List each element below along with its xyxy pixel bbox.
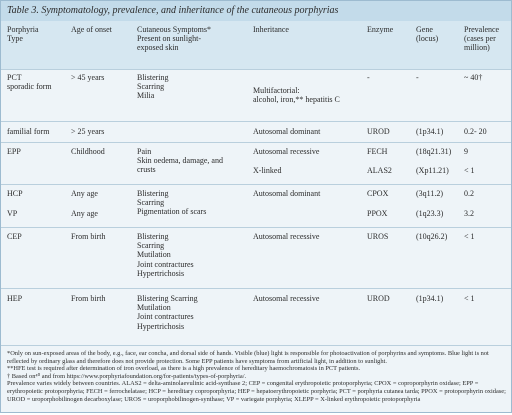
table-cell: - [367, 73, 370, 82]
table-cell: Hypertrichosis [137, 268, 185, 278]
table-cell: (18q21.31) [416, 147, 452, 156]
table-cell: UROD [367, 294, 390, 303]
column-header: Inheritance [253, 25, 289, 34]
table-cell: CEP [7, 232, 22, 241]
column-header: Porphyria [7, 25, 39, 34]
table-cell: Pain [137, 147, 152, 156]
table-cell: From birth [71, 232, 106, 241]
table-cell: (Xp11.21) [416, 166, 449, 175]
row-separator [1, 288, 511, 289]
table-cell: CPOX [367, 189, 389, 198]
table-cell: From birth [71, 294, 106, 303]
table-cell: > 25 years [71, 127, 105, 136]
table-cell: Scarring [137, 82, 165, 92]
table-cell: Pigmentation of scars [137, 207, 207, 217]
table-cell: Childhood [71, 147, 105, 156]
table-cell: Any age [71, 209, 98, 218]
footnotes: *Only on sun-exposed areas of the body, … [7, 350, 507, 403]
table-cell: HCP [7, 189, 23, 198]
row-separator [1, 121, 511, 122]
table-cell: sporadic form [7, 82, 52, 92]
row-separator [1, 227, 511, 228]
table-cell: Mutilation [137, 303, 171, 313]
table-cell: UROD [367, 127, 390, 136]
table-cell: 0.2- 20 [464, 127, 487, 136]
column-header: exposed skin [137, 43, 179, 52]
table-cell: Blistering [137, 189, 169, 198]
table-cell: (3q11.2) [416, 189, 444, 198]
column-header: Type [7, 34, 23, 43]
table-cell: Joint contractures [137, 312, 194, 322]
table-cell: Autosomal dominant [253, 127, 321, 136]
column-header: (locus) [416, 34, 439, 43]
table-cell: Autosomal recessive [253, 147, 320, 156]
table-cell: Hypertrichosis [137, 321, 185, 331]
table-cell: - [416, 73, 419, 82]
table-cell: (1q23.3) [416, 209, 444, 218]
column-header: Prevalence [464, 25, 500, 34]
column-header: Enzyme [367, 25, 394, 34]
table-cell: Autosomal dominant [253, 189, 321, 198]
table-cell: PCT [7, 73, 22, 82]
table-cell: > 45 years [71, 73, 105, 82]
table-cell: Autosomal recessive [253, 294, 320, 303]
footnote: † Based on⁴⁰ and from https://www.porphy… [7, 372, 247, 380]
table-cell: crusts [137, 165, 156, 175]
column-header: Cutaneous Symptoms* [137, 25, 212, 34]
table-cell: < 1 [464, 232, 475, 241]
title-bar [1, 1, 511, 21]
table-cell: ~ 40† [464, 73, 483, 82]
table-cell: Milia [137, 91, 155, 101]
table-cell: Any age [71, 189, 98, 198]
table-cell: Joint contractures [137, 259, 194, 269]
table-cell: Mutilation [137, 250, 171, 260]
header-background [1, 21, 511, 69]
column-header: Gene [416, 25, 433, 34]
table-cell: UROS [367, 232, 389, 241]
table-cell: (10q26.2) [416, 232, 448, 241]
row-separator [1, 69, 511, 70]
table-cell: ALAS2 [367, 166, 392, 175]
table-cell: Blistering Scarring [137, 294, 198, 303]
column-header: Present on sunlight- [137, 34, 201, 43]
footnote: *Only on sun-exposed areas of the body, … [7, 350, 489, 365]
table-cell: Blistering [137, 73, 169, 82]
table-cell: 9 [464, 147, 468, 156]
table-cell: Multifactorial: [253, 86, 300, 95]
table-cell: 3.2 [464, 209, 474, 218]
table-cell: PPOX [367, 209, 388, 218]
table-cell: EPP [7, 147, 21, 156]
table-cell: Autosomal recessive [253, 232, 320, 241]
table-cell: Scarring [137, 198, 165, 208]
table-cell: Skin oedema, damage, and [137, 156, 223, 166]
table-cell: X-linked [253, 166, 282, 175]
table-cell: Blistering [137, 232, 169, 241]
row-separator [1, 142, 511, 143]
column-header: Age of onset [71, 25, 112, 34]
table-cell: < 1 [464, 166, 475, 175]
table-cell: (1p34.1) [416, 294, 444, 303]
table-cell: FECH [367, 147, 388, 156]
footnote: Prevalence varies widely between countri… [7, 380, 506, 403]
table-cell: familial form [7, 127, 50, 136]
table-cell: Scarring [137, 241, 165, 251]
table-cell: alcohol, iron,** hepatitis C [253, 95, 340, 105]
table-title: Table 3. Symptomatology, prevalence, and… [7, 5, 339, 16]
table-cell: VP [7, 209, 18, 218]
table-cell: 0.2 [464, 189, 474, 198]
column-header: (cases per [464, 34, 496, 43]
column-header: million) [464, 43, 490, 52]
row-separator [1, 184, 511, 185]
table-cell: HEP [7, 294, 23, 303]
row-separator [1, 345, 511, 346]
footnote: **HFE test is required after determinati… [7, 365, 361, 373]
table-cell: < 1 [464, 294, 475, 303]
table-cell: (1p34.1) [416, 127, 444, 136]
